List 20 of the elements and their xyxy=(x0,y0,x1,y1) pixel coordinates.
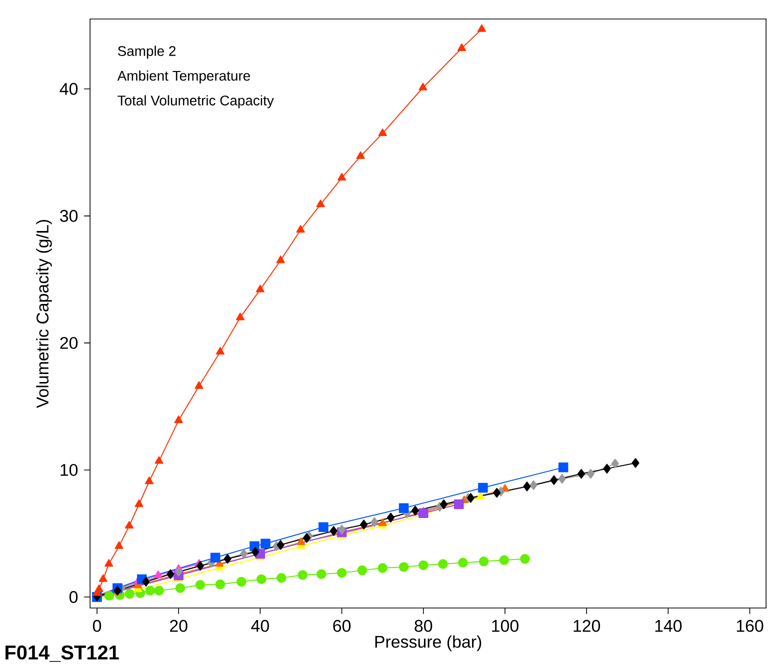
x-tick-label: 40 xyxy=(251,620,269,632)
x-tick-label: 140 xyxy=(655,620,682,632)
y-tick-label: 30 xyxy=(60,210,78,222)
x-tick-label: 100 xyxy=(492,620,518,632)
y-axis-title: Volumetric Capacity (g/L) xyxy=(36,220,52,408)
y-tick-label: 0 xyxy=(69,590,78,603)
y-tick-label: 40 xyxy=(60,82,78,95)
x-tick-label: 0 xyxy=(92,620,102,632)
x-tick-label: 60 xyxy=(333,620,351,632)
text: F014_ST121 xyxy=(6,645,119,662)
x-tick-label: 160 xyxy=(736,620,764,632)
x-tick-label: 20 xyxy=(170,620,188,632)
x-axis-title: Pressure (bar) xyxy=(375,635,482,652)
y-tick-label: 10 xyxy=(60,464,78,476)
annotation: Total Volumetric Capacity xyxy=(118,95,274,108)
x-tick-label: 120 xyxy=(574,620,600,632)
x-tick-label: 80 xyxy=(414,620,432,632)
annotation: Sample 2 xyxy=(118,46,176,59)
annotation: Ambient Temperature xyxy=(117,70,250,84)
y-tick-label: 20 xyxy=(60,336,78,349)
